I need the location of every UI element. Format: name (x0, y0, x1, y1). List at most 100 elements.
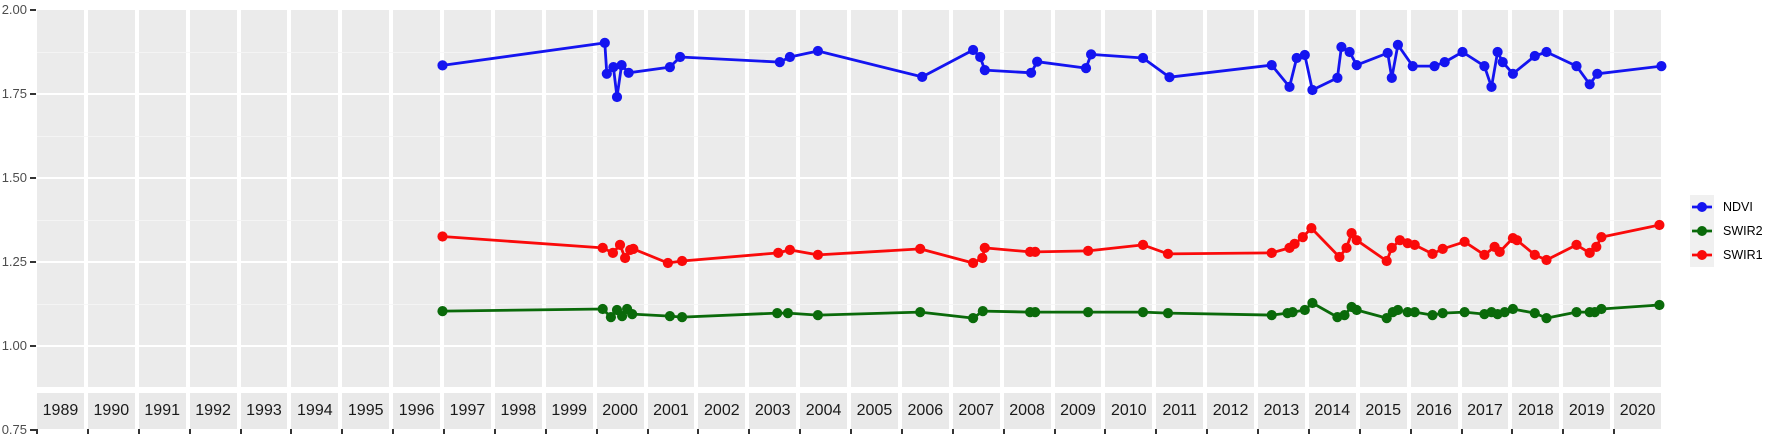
data-point (601, 68, 612, 79)
data-point (772, 308, 783, 319)
grid-minor (37, 135, 1661, 137)
data-point (611, 91, 623, 103)
data-point (1351, 235, 1362, 246)
data-point (1656, 61, 1667, 72)
data-point (1479, 249, 1490, 260)
data-point (607, 247, 619, 258)
data-point (597, 242, 608, 253)
data-point (1083, 245, 1094, 256)
year-strip-label: 2013 (1258, 393, 1305, 429)
y-axis-label: 1.25 (1, 254, 27, 269)
data-point (599, 37, 610, 49)
data-point (1571, 307, 1582, 318)
data-point (1529, 249, 1540, 260)
y-axis-label: 0.75 (1, 422, 27, 437)
data-point (979, 242, 990, 253)
data-point (1332, 72, 1343, 83)
year-strip-label: 2018 (1512, 393, 1560, 429)
data-point (812, 249, 824, 260)
data-point (1266, 60, 1277, 71)
year-strip-label: 1991 (138, 393, 186, 429)
data-point (812, 310, 824, 321)
data-point (1437, 308, 1448, 319)
data-point (1164, 72, 1175, 83)
grid-minor (37, 303, 1661, 305)
x-tick (188, 429, 191, 434)
data-point (1654, 219, 1665, 231)
year-panel (37, 10, 84, 387)
year-panel (342, 10, 390, 387)
data-point (1334, 251, 1345, 263)
x-tick (36, 429, 38, 434)
data-point (1584, 247, 1595, 258)
data-point (1137, 307, 1149, 318)
year-panel (1614, 10, 1661, 387)
data-point (1032, 56, 1043, 67)
year-panel (138, 10, 186, 387)
year-strip-label: 2004 (800, 393, 847, 429)
legend-glyph (1692, 250, 1712, 260)
data-point (1030, 307, 1041, 318)
x-tick (239, 429, 242, 434)
legend-item: SWIR2 (1690, 219, 1763, 243)
year-strip-label: 1993 (240, 393, 288, 429)
data-point (1402, 307, 1413, 318)
y-axis-label: 1.75 (1, 86, 27, 101)
data-point (1386, 72, 1397, 83)
year-panel (444, 10, 491, 387)
year-panel (393, 10, 440, 387)
year-panel (1308, 10, 1356, 387)
year-strip-label: 2020 (1614, 393, 1661, 429)
data-point (1287, 307, 1298, 318)
data-point (1459, 236, 1470, 247)
x-tick (1002, 429, 1005, 434)
year-strip-label: 1999 (545, 393, 593, 429)
data-point (1596, 303, 1607, 315)
grid-minor (37, 219, 1661, 221)
y-axis-label: 1.50 (1, 170, 27, 185)
data-point (1137, 52, 1149, 64)
x-tick (697, 429, 700, 434)
grid-major (37, 345, 1661, 347)
year-panel (851, 10, 898, 387)
data-point (1266, 310, 1277, 321)
year-strip-label: 2000 (596, 393, 644, 429)
year-strip-label: 2010 (1105, 393, 1153, 429)
data-point (977, 306, 988, 317)
data-point (597, 303, 608, 315)
data-point (975, 51, 986, 63)
data-point (1497, 57, 1508, 68)
data-point (608, 62, 619, 73)
legend-glyph (1692, 202, 1712, 212)
grid-minor (37, 51, 1661, 53)
data-point (1486, 81, 1497, 92)
data-point (1291, 52, 1302, 64)
data-point (1429, 61, 1440, 72)
year-strip-label: 2017 (1461, 393, 1509, 429)
x-tick (951, 429, 954, 434)
x-tick (341, 429, 344, 434)
year-strip-label: 1996 (393, 393, 440, 429)
y-axis-label: 2.00 (1, 2, 27, 17)
x-tick (799, 429, 802, 434)
data-point (1541, 313, 1552, 324)
series-swir2 (437, 297, 1665, 324)
data-point (1346, 228, 1357, 239)
year-panel (952, 10, 1000, 387)
grid-major (37, 177, 1661, 179)
data-point (675, 51, 686, 63)
year-strip-label: 1998 (494, 393, 542, 429)
legend-glyph (1692, 226, 1712, 236)
data-point (1297, 232, 1308, 243)
legend-key (1690, 243, 1714, 267)
year-strip-label: 2003 (749, 393, 797, 429)
data-point (1299, 304, 1310, 316)
data-point (968, 44, 979, 56)
data-point (1439, 57, 1450, 68)
x-tick (1460, 429, 1463, 434)
y-tick (30, 345, 36, 347)
legend-label: SWIR2 (1723, 224, 1763, 238)
data-point (1289, 238, 1300, 249)
